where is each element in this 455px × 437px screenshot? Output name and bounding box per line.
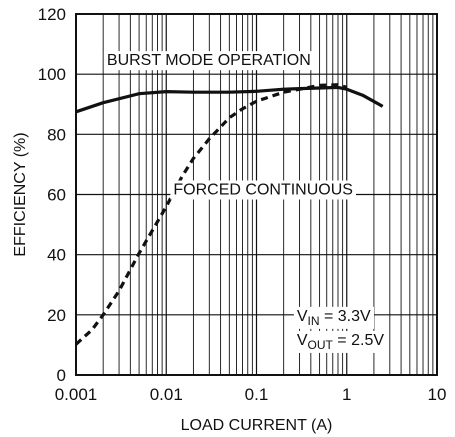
x-tick-label: 0.01	[150, 385, 183, 404]
label-background	[293, 330, 388, 353]
label-background	[103, 51, 314, 71]
x-tick-label: 0.1	[245, 385, 269, 404]
series-layer	[74, 83, 384, 346]
y-tick-label: 0	[57, 366, 66, 385]
y-tick-label: 100	[38, 65, 66, 84]
vout-value: = 2.5V	[333, 332, 384, 349]
vin-subscript: IN	[308, 314, 320, 328]
y-tick-label: 120	[38, 5, 66, 24]
y-tick-label: 80	[47, 125, 66, 144]
y-axis-title: EFFICIENCY (%)	[12, 132, 29, 256]
y-tick-label: 60	[47, 186, 66, 205]
x-tick-label: 0.001	[55, 385, 98, 404]
forced-continuous-label: FORCED CONTINUOUS	[173, 182, 353, 199]
forced-continuous-line	[74, 83, 348, 346]
label-background	[170, 180, 356, 200]
x-tick-label: 10	[428, 385, 447, 404]
x-tick-label: 1	[342, 385, 351, 404]
y-tick-label: 40	[47, 246, 66, 265]
vin-value: = 3.3V	[320, 308, 371, 325]
vin-annotation: VIN = 3.3V	[297, 308, 371, 328]
vout-annotation: VOUT = 2.5V	[297, 332, 384, 352]
annotations: BURST MODE OPERATION FORCED CONTINUOUS	[103, 51, 356, 200]
burst-mode-label: BURST MODE OPERATION	[107, 52, 311, 69]
label-background	[293, 306, 375, 329]
x-axis-title: LOAD CURRENT (A)	[181, 417, 333, 434]
burst-mode-line	[75, 85, 384, 114]
vin-main: V	[297, 308, 308, 325]
vout-subscript: OUT	[308, 338, 334, 352]
y-tick-label: 20	[47, 306, 66, 325]
vout-main: V	[297, 332, 308, 349]
tick-labels: 0 20 40 60 80 100 120 0.001 0.01 0.1 1 10	[38, 5, 447, 404]
plot-frame	[75, 13, 438, 376]
